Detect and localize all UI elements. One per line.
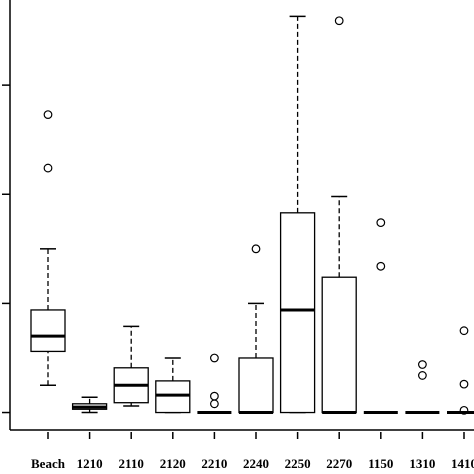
outlier xyxy=(209,353,219,363)
box xyxy=(238,357,274,414)
outlier xyxy=(459,379,469,389)
x-tick-label: 2210 xyxy=(201,456,227,471)
outlier xyxy=(376,261,386,271)
box xyxy=(321,276,357,414)
x-tick-label: 1150 xyxy=(368,456,393,471)
outlier xyxy=(43,110,53,119)
outlier xyxy=(459,326,469,336)
x-tick-label: Beach xyxy=(31,456,66,471)
outlier xyxy=(209,391,219,401)
x-tick-label: 2120 xyxy=(160,456,186,471)
outlier xyxy=(418,371,427,380)
outlier xyxy=(43,163,53,173)
box xyxy=(279,212,316,414)
x-tick-label: 2250 xyxy=(285,456,311,471)
outlier xyxy=(376,218,386,228)
x-tick-label: 1310 xyxy=(409,456,435,471)
x-tick-label: 2270 xyxy=(326,456,352,471)
box xyxy=(30,309,66,353)
box xyxy=(155,380,191,414)
outlier xyxy=(418,360,427,369)
x-tick-label: 1410 xyxy=(451,456,474,471)
x-tick-label: 2110 xyxy=(119,456,144,471)
outlier xyxy=(251,244,261,254)
outlier xyxy=(334,16,344,26)
x-tick-label: 1210 xyxy=(77,456,103,471)
outlier xyxy=(459,405,469,415)
outlier xyxy=(209,399,219,409)
x-tick-label: 2240 xyxy=(243,456,269,471)
